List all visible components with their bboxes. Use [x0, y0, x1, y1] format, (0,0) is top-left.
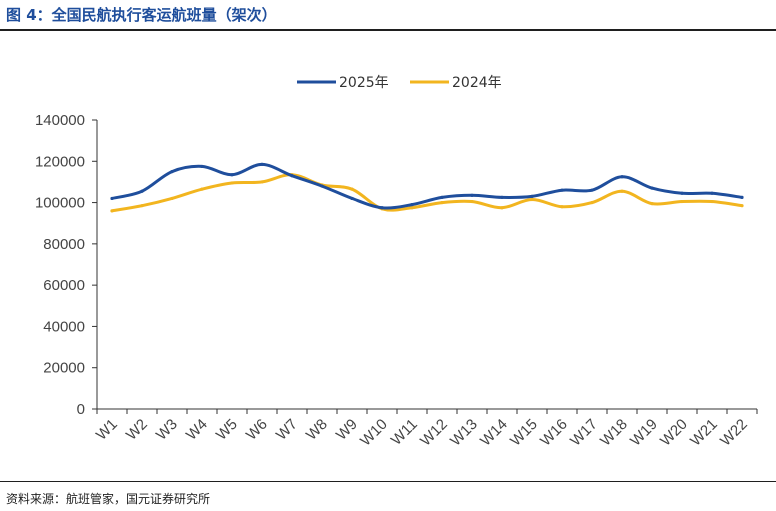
data-point-2024 — [740, 204, 744, 208]
series-2025 — [110, 162, 744, 210]
y-tick-label: 60000 — [43, 277, 85, 294]
x-tick-label: W14 — [477, 416, 511, 450]
y-tick-label: 120000 — [35, 153, 85, 170]
bottom-rule — [0, 481, 776, 482]
data-point-2025 — [620, 175, 624, 179]
legend-label: 2025年 — [339, 75, 389, 91]
data-point-2025 — [440, 195, 444, 200]
data-point-2024 — [500, 206, 504, 210]
data-point-2025 — [680, 191, 684, 195]
data-point-2024 — [620, 189, 624, 193]
data-point-2024 — [710, 199, 714, 204]
data-point-2025 — [110, 196, 114, 201]
data-point-2025 — [260, 162, 264, 166]
x-tick-label: W17 — [567, 416, 601, 450]
figure-title: 图 4：全国民航执行客运航班量（架次） — [6, 6, 277, 24]
data-point-2024 — [530, 197, 534, 202]
x-tick-label: W3 — [153, 416, 181, 444]
x-tick-label: W15 — [507, 416, 541, 450]
x-tick-label: W1 — [93, 416, 121, 444]
x-tick-label: W12 — [417, 416, 451, 450]
x-axis: W1 W2 W3 W4 W5 W6 W7 W8 W9W10W11W12W13W14W15W16W… — [93, 408, 758, 450]
data-point-2024 — [440, 200, 444, 205]
legend: 2025年 2024年 — [297, 75, 502, 91]
data-point-2025 — [710, 191, 714, 195]
series-line-2025 — [110, 162, 744, 210]
data-point-2025 — [350, 196, 354, 201]
x-tick-label: W19 — [627, 416, 661, 450]
x-tick-label: W16 — [537, 416, 571, 450]
source-note: 资料来源：航班管家，国元证券研究所 — [6, 492, 211, 506]
data-point-2025 — [410, 203, 414, 207]
x-tick-label: W9 — [333, 416, 361, 444]
data-point-2025 — [470, 193, 474, 197]
y-tick-label: 20000 — [43, 360, 85, 377]
x-tick-label: W2 — [123, 416, 151, 444]
line-chart: 2025年 2024年 0 20000 40000 60000 80000 100000 12… — [35, 75, 758, 450]
y-tick-label: 140000 — [35, 112, 85, 129]
x-tick-label: W18 — [597, 416, 631, 450]
y-tick-label: 0 — [77, 401, 85, 418]
legend-label: 2024年 — [452, 75, 502, 91]
top-rule — [0, 29, 776, 31]
y-axis: 0 20000 40000 60000 80000 100000 120000 140000 — [35, 112, 98, 418]
data-point-2025 — [650, 186, 654, 190]
x-tick-label: W4 — [183, 416, 211, 444]
data-point-2024 — [680, 199, 684, 204]
data-point-2024 — [140, 204, 144, 208]
data-point-2025 — [560, 188, 564, 192]
x-tick-label: W7 — [273, 416, 301, 444]
data-point-2025 — [590, 188, 594, 192]
data-point-2024 — [590, 200, 594, 205]
data-point-2025 — [140, 189, 144, 193]
y-tick-label: 40000 — [43, 318, 85, 335]
x-tick-label: W8 — [303, 416, 331, 444]
data-point-2025 — [740, 195, 744, 200]
x-tick-label: W22 — [717, 416, 751, 450]
data-point-2024 — [470, 199, 474, 204]
y-tick-label: 100000 — [35, 195, 85, 212]
x-tick-label: W10 — [357, 416, 391, 450]
data-point-2025 — [530, 194, 534, 198]
series-layer — [110, 162, 744, 213]
x-tick-label: W6 — [243, 416, 271, 444]
data-point-2024 — [410, 206, 414, 210]
data-point-2024 — [650, 202, 654, 206]
data-point-2025 — [230, 173, 234, 177]
data-point-2025 — [290, 174, 294, 178]
data-point-2024 — [560, 205, 564, 209]
data-point-2025 — [170, 170, 174, 174]
x-tick-label: W11 — [388, 416, 421, 449]
data-point-2024 — [200, 187, 204, 191]
data-point-2024 — [260, 180, 264, 184]
y-tick-label: 80000 — [43, 236, 85, 253]
data-point-2024 — [230, 181, 234, 185]
data-point-2025 — [380, 206, 384, 210]
x-tick-label: W20 — [657, 416, 691, 450]
data-point-2024 — [350, 187, 354, 191]
x-tick-label: W21 — [687, 416, 721, 450]
series-2024 — [110, 173, 744, 213]
data-point-2024 — [110, 209, 114, 213]
x-tick-label: W13 — [447, 416, 481, 450]
x-tick-label: W5 — [213, 416, 241, 444]
data-point-2025 — [320, 184, 324, 188]
data-point-2025 — [500, 195, 504, 200]
data-point-2024 — [170, 196, 174, 201]
series-line-2024 — [110, 173, 744, 213]
data-point-2025 — [200, 164, 204, 169]
